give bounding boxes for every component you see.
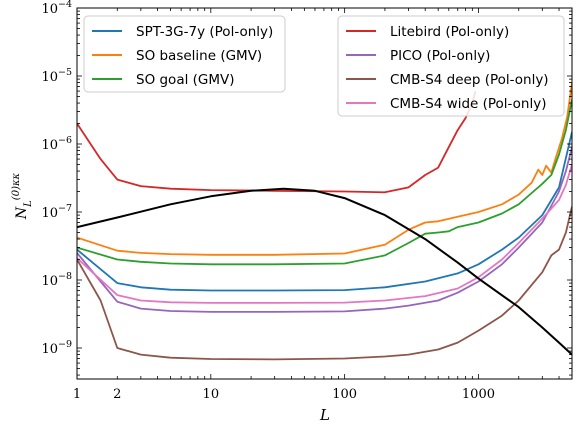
x-tick-label: 2 (113, 387, 121, 402)
series-line-spt-3g-7y-pol-only (77, 131, 572, 292)
x-axis-label: L (319, 406, 330, 424)
y-tick-label: 10−4 (41, 0, 72, 17)
legend-right-box (337, 15, 565, 117)
series-line-reference-black (77, 187, 572, 356)
series-line-litebird-pol-only (77, 90, 477, 194)
legend-label-pico-pol-only: PICO (Pol-only) (390, 48, 490, 64)
series-line-pico-pol-only (77, 146, 572, 313)
legend-left-box (83, 15, 286, 93)
y-tick-label: 10−6 (41, 135, 72, 153)
series-line-cmb-s4-deep-pol-only (77, 206, 572, 361)
x-tick-label: 10 (203, 387, 220, 402)
x-tick-label: 1000 (462, 387, 495, 402)
legend-left: SPT-3G-7y (Pol-only) SO baseline (GMV) SO … (83, 15, 286, 93)
x-tick-label: 100 (332, 387, 357, 402)
y-tick-label: 10−5 (41, 67, 72, 85)
tick-layer: 1 2 10 100 1000 10−9 10−8 10−7 10−6 10−5 10−4 (41, 0, 573, 402)
series-layer (77, 82, 572, 361)
y-tick-label: 10−9 (41, 339, 72, 357)
series-line-so-baseline-gmv (77, 82, 572, 256)
y-tick-label: 10−8 (41, 271, 72, 289)
x-tick-label: 1 (73, 387, 81, 402)
legend-label-spt-3g-7y-pol-only: SPT-3G-7y (Pol-only) (136, 24, 273, 40)
y-tick-label: 10−7 (41, 203, 72, 221)
series-line-so-goal-gmv (77, 99, 572, 266)
plot-frame (76, 7, 573, 380)
legend-label-litebird-pol-only: Litebird (Pol-only) (390, 24, 509, 40)
legend-right: Litebird (Pol-only) PICO (Pol-only) CMB-S4… (337, 15, 565, 117)
y-axis-label: NL(0)κκ (11, 172, 34, 220)
legend-label-so-goal-gmv: SO goal (GMV) (136, 72, 235, 88)
legend-label-so-baseline-gmv: SO baseline (GMV) (136, 48, 262, 64)
series-line-cmb-s4-wide-pol-only (77, 164, 572, 304)
legend-label-cmb-s4-wide-pol-only: CMB-S4 wide (Pol-only) (390, 96, 547, 112)
legend-label-cmb-s4-deep-pol-only: CMB-S4 deep (Pol-only) (390, 72, 549, 88)
